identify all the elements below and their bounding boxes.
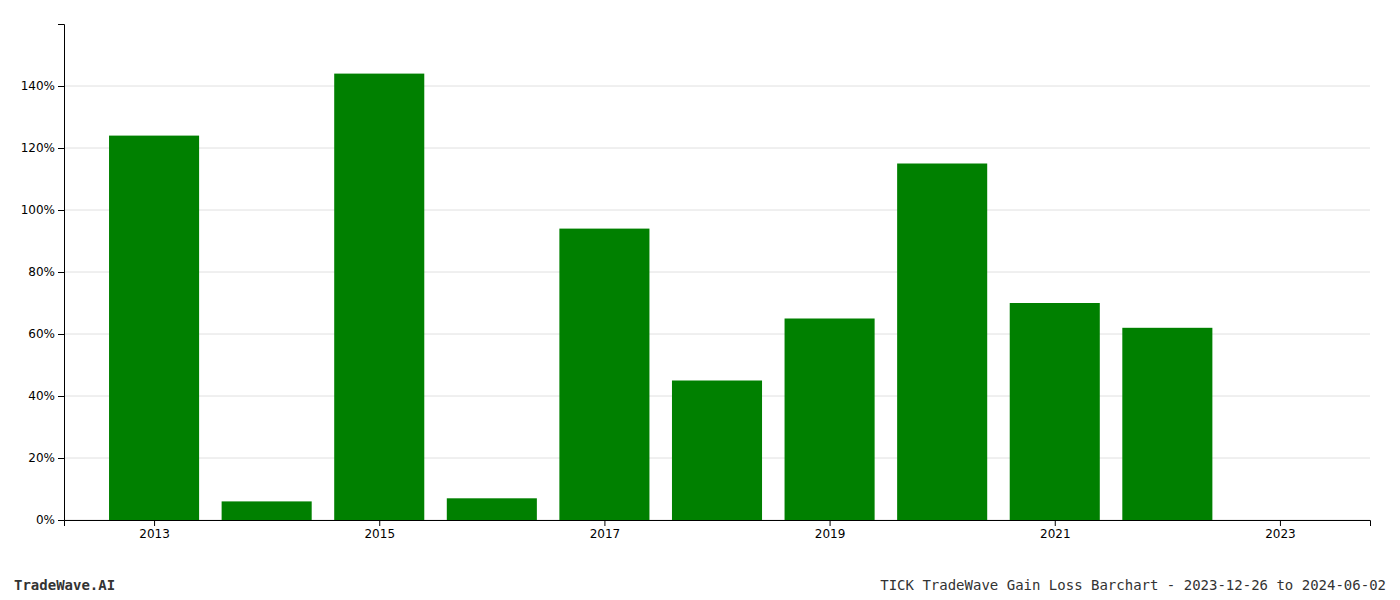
tick: 0% [36, 513, 64, 527]
tick-mark [58, 334, 64, 335]
footer-left: TradeWave.AI [14, 577, 115, 593]
axis-line [58, 25, 65, 521]
tick-label: 140% [21, 79, 55, 93]
tick-label: 2017 [590, 527, 621, 541]
grid-line [64, 210, 1370, 211]
tick: 60% [28, 327, 64, 341]
tick: 2021 [1040, 520, 1071, 541]
grid-line [64, 148, 1370, 149]
bar [109, 136, 199, 520]
bar [447, 498, 537, 520]
tick-mark [58, 396, 64, 397]
tick-mark [58, 210, 64, 211]
tick: 2023 [1265, 520, 1296, 541]
tick: 40% [28, 389, 64, 403]
tick: 120% [21, 141, 64, 155]
tick-mark [1055, 520, 1056, 526]
bar [672, 381, 762, 521]
bar [785, 319, 875, 521]
axis-line [65, 521, 1371, 527]
tick: 80% [28, 265, 64, 279]
chart: 2013 2015 2017 2019 2021 2023 0% 20% 40% 60% 80% 10… [0, 0, 1400, 600]
bar [1235, 520, 1325, 521]
tick-label: 2021 [1040, 527, 1071, 541]
tick-mark [58, 458, 64, 459]
grid-line [64, 272, 1370, 273]
tick-label: 80% [28, 265, 55, 279]
tick: 20% [28, 451, 64, 465]
tick: 2019 [815, 520, 846, 541]
tick-label: 100% [21, 203, 55, 217]
tick-label: 0% [36, 513, 55, 527]
tick-mark [58, 86, 64, 87]
tick-mark [830, 520, 831, 526]
x-axis: 2013 2015 2017 2019 2021 2023 [65, 520, 1371, 541]
tick-mark [58, 272, 64, 273]
tick: 2017 [590, 520, 621, 541]
tick: 140% [21, 79, 64, 93]
grid-line [64, 86, 1370, 87]
footer-right: TICK TradeWave Gain Loss Barchart - 2023… [880, 577, 1386, 593]
bar [897, 164, 987, 521]
tick-label: 20% [28, 451, 55, 465]
tick-mark [379, 520, 380, 526]
tick-mark [58, 520, 64, 521]
tick-label: 40% [28, 389, 55, 403]
bar [559, 229, 649, 520]
tick: 100% [21, 203, 64, 217]
plot: 2013 2015 2017 2019 2021 2023 0% 20% 40% 60% 80% 10… [21, 25, 1371, 541]
tick-label: 2023 [1265, 527, 1296, 541]
tick-label: 60% [28, 327, 55, 341]
bar [334, 74, 424, 520]
tick: 2015 [364, 520, 395, 541]
tick-mark [604, 520, 605, 526]
tick-label: 2019 [815, 527, 846, 541]
tick-label: 2013 [139, 527, 170, 541]
tick-label: 120% [21, 141, 55, 155]
bar [222, 501, 312, 520]
y-axis: 0% 20% 40% 60% 80% 100% 120% 140% [21, 25, 65, 528]
grid [64, 86, 1370, 520]
tick-mark [154, 520, 155, 526]
tick-mark [1280, 520, 1281, 526]
bar [1122, 328, 1212, 520]
bars [109, 74, 1212, 520]
tick-label: 2015 [364, 527, 395, 541]
bar [1010, 303, 1100, 520]
tick-mark [58, 148, 64, 149]
tick: 2013 [139, 520, 170, 541]
